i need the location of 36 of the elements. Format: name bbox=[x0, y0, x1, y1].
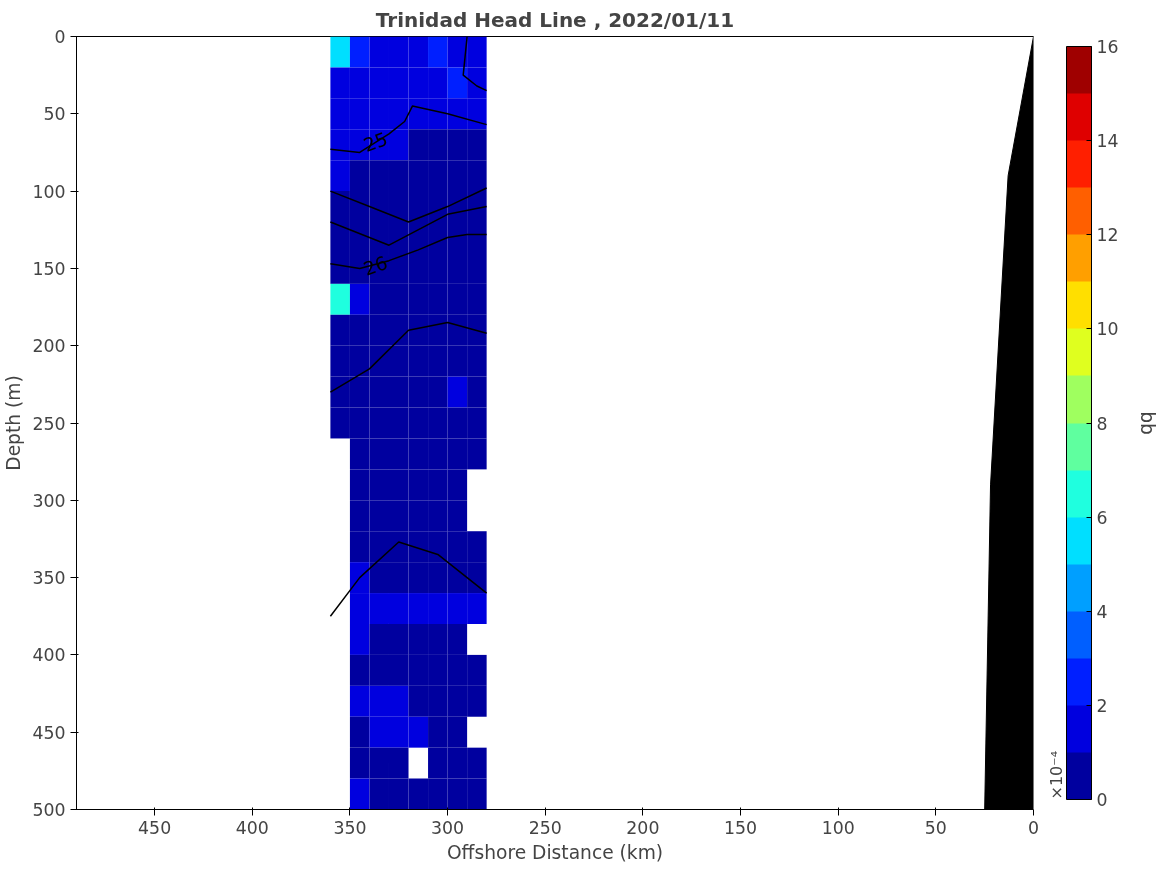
text: ×10⁻⁴ bbox=[1046, 750, 1066, 800]
color-bar-label: 12 bbox=[1096, 225, 1119, 246]
chart-title: Trinidad Head Line , 2022/01/11 bbox=[375, 7, 735, 32]
x-tick-label: 200 bbox=[626, 817, 660, 838]
color-bar-label: 4 bbox=[1096, 601, 1108, 622]
x-tick-label: 100 bbox=[821, 817, 855, 838]
x-axis-title: Offshore Distance (km) bbox=[446, 841, 664, 863]
x-tick-label: 450 bbox=[138, 817, 172, 838]
color-bar-title: bb bbox=[1136, 411, 1158, 435]
color-bar-label: 0 bbox=[1096, 790, 1108, 810]
y-tick-label: 150 bbox=[32, 258, 66, 279]
x-tick-label: 250 bbox=[528, 817, 562, 838]
color-bar-label: 16 bbox=[1096, 37, 1119, 57]
y-tick-label: 200 bbox=[32, 336, 66, 357]
color-bar-label: 6 bbox=[1096, 507, 1108, 528]
x-tick-label: 400 bbox=[235, 817, 269, 838]
y-tick-label: 400 bbox=[32, 645, 66, 666]
x-tick-label: 350 bbox=[333, 817, 367, 838]
y-tick-label: 0 bbox=[54, 27, 66, 47]
y-tick-label: 450 bbox=[32, 722, 66, 743]
color-bar-label: 8 bbox=[1096, 413, 1108, 434]
x-tick-label: 50 bbox=[924, 817, 947, 838]
x-tick-label: 0 bbox=[1027, 817, 1040, 838]
x-tick-label: 300 bbox=[431, 817, 465, 838]
y-tick-label: 500 bbox=[32, 800, 66, 820]
color-bar-label: 10 bbox=[1096, 319, 1119, 340]
x-tick-label: 150 bbox=[724, 817, 758, 838]
y-tick-label: 100 bbox=[32, 181, 66, 202]
y-tick-label: 300 bbox=[32, 490, 66, 511]
y-tick-label: 250 bbox=[32, 413, 66, 434]
color-bar-label: 2 bbox=[1096, 695, 1108, 716]
y-tick-label: 350 bbox=[32, 568, 66, 589]
annotation: 25 bbox=[360, 128, 391, 157]
y-axis-title: Depth (m) bbox=[3, 375, 25, 471]
color-bar-label: 14 bbox=[1096, 131, 1119, 152]
y-tick-label: 50 bbox=[43, 104, 66, 125]
